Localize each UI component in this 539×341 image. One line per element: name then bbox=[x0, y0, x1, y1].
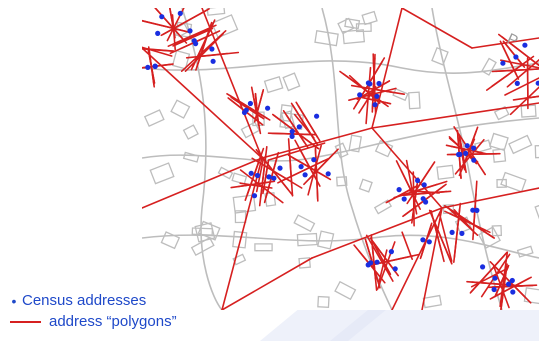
address-point bbox=[500, 60, 506, 66]
address-point bbox=[464, 143, 470, 149]
bullet-icon: • bbox=[11, 292, 17, 309]
address-point bbox=[311, 157, 317, 163]
legend-item-census-addresses: • Census addresses bbox=[6, 290, 177, 311]
address-point bbox=[277, 165, 283, 171]
address-point bbox=[463, 150, 469, 156]
address-point bbox=[271, 175, 277, 181]
address-point bbox=[193, 41, 199, 47]
address-point bbox=[266, 174, 272, 180]
address-point bbox=[155, 30, 161, 36]
map-legend: • Census addresses address “polygons” bbox=[6, 290, 177, 332]
address-point bbox=[457, 151, 463, 157]
address-point bbox=[177, 10, 183, 16]
address-point bbox=[513, 54, 519, 60]
address-point bbox=[415, 177, 421, 184]
address-point bbox=[372, 102, 378, 108]
address-point bbox=[471, 145, 477, 151]
address-point bbox=[145, 64, 151, 70]
address-point bbox=[210, 58, 216, 64]
address-point bbox=[243, 107, 249, 113]
address-point bbox=[401, 196, 407, 202]
address-point bbox=[506, 281, 512, 287]
address-point bbox=[522, 42, 528, 48]
address-point bbox=[491, 286, 497, 293]
address-point bbox=[289, 128, 295, 135]
address-point bbox=[159, 14, 165, 20]
legend-label-address-polygons: address “polygons” bbox=[49, 313, 177, 330]
address-point bbox=[420, 237, 426, 243]
address-point bbox=[514, 80, 520, 86]
address-point bbox=[374, 93, 380, 99]
address-point bbox=[289, 133, 295, 139]
address-point bbox=[376, 80, 382, 87]
address-point bbox=[388, 249, 394, 255]
address-point bbox=[367, 81, 373, 87]
address-point bbox=[357, 92, 363, 98]
address-point bbox=[374, 259, 380, 265]
address-point bbox=[254, 172, 261, 179]
address-point bbox=[325, 171, 331, 177]
address-point bbox=[420, 196, 426, 202]
address-point bbox=[471, 157, 477, 163]
address-point bbox=[396, 187, 402, 193]
address-point bbox=[421, 182, 427, 188]
address-point bbox=[209, 46, 215, 52]
red-line-icon bbox=[10, 320, 41, 323]
address-point bbox=[314, 113, 320, 119]
map-street-label: P bbox=[504, 30, 520, 50]
address-point bbox=[298, 164, 304, 170]
address-point bbox=[459, 230, 465, 236]
legend-label-census-addresses: Census addresses bbox=[22, 292, 147, 309]
address-point bbox=[426, 239, 432, 245]
address-point bbox=[510, 289, 516, 295]
address-point bbox=[296, 124, 302, 130]
address-point bbox=[474, 207, 480, 213]
address-point bbox=[187, 28, 193, 34]
legend-item-address-polygons: address “polygons” bbox=[6, 311, 177, 332]
address-point bbox=[251, 193, 258, 199]
address-point bbox=[247, 100, 253, 107]
address-point bbox=[392, 266, 398, 272]
address-point bbox=[265, 105, 271, 111]
address-polygon-layer bbox=[142, 8, 539, 310]
address-point bbox=[470, 207, 476, 213]
address-point bbox=[152, 63, 158, 69]
address-point bbox=[248, 170, 254, 176]
address-point bbox=[509, 277, 515, 284]
address-point-layer bbox=[145, 10, 539, 295]
address-point bbox=[365, 262, 371, 268]
address-point bbox=[480, 264, 486, 270]
address-point bbox=[302, 172, 308, 178]
address-point bbox=[535, 80, 539, 86]
address-point bbox=[492, 275, 498, 281]
map-view[interactable]: P bbox=[142, 8, 539, 310]
address-point bbox=[449, 229, 455, 235]
